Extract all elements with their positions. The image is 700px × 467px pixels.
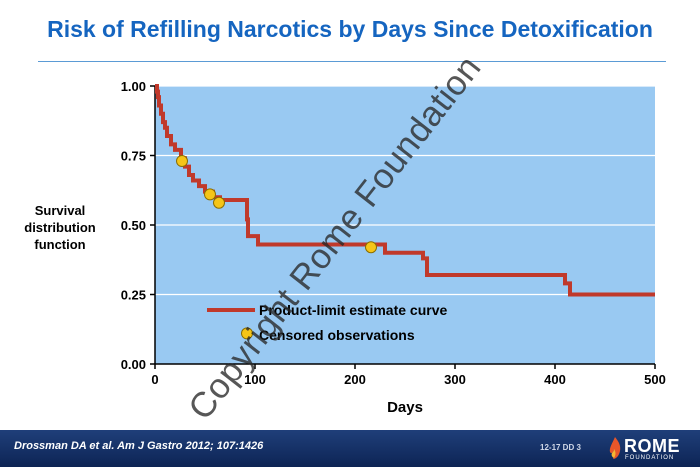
- y-tick-label: 0.50: [121, 218, 146, 233]
- censored-marker: [176, 155, 188, 168]
- x-tick-label: 0: [151, 372, 158, 387]
- y-tick-label: 0.75: [121, 149, 146, 164]
- legend: Product-limit estimate curve Censored ob…: [207, 302, 447, 343]
- x-tick-label: 100: [244, 372, 266, 387]
- survival-chart: 0.00 0.25 0.50 0.75 1.00 0 100 200 300 400 500 Pr…: [24, 79, 666, 416]
- y-tick-label: 0.00: [121, 357, 146, 372]
- censored-marker: [204, 188, 216, 201]
- rome-foundation-logo: ROME FOUNDATION: [608, 434, 698, 464]
- slide-title: Risk of Refilling Narcotics by Days Sinc…: [47, 16, 653, 42]
- product-limit-curve: [155, 84, 655, 297]
- x-tick-label: 300: [444, 372, 466, 387]
- censored-marker: [213, 196, 225, 209]
- logo-subtitle: FOUNDATION: [625, 455, 675, 461]
- x-tick-label: 400: [544, 372, 566, 387]
- y-axis-ticks: 0.00 0.25 0.50 0.75 1.00: [121, 79, 155, 372]
- x-axis-label: Days: [387, 399, 423, 416]
- y-tick-label: 1.00: [121, 79, 146, 94]
- footer-bar: Drossman DA et al. Am J Gastro 2012; 107…: [0, 430, 700, 467]
- censored-marker: [241, 327, 253, 340]
- x-tick-label: 500: [644, 372, 666, 387]
- censored-markers: [176, 155, 377, 340]
- citation-text: Drossman DA et al. Am J Gastro 2012; 107…: [14, 440, 264, 452]
- title-divider: [38, 61, 666, 62]
- flame-icon: [609, 437, 621, 459]
- y-axis-label-line-3: function: [34, 237, 85, 252]
- x-axis-ticks: 0 100 200 300 400 500: [151, 364, 666, 387]
- legend-label-curve: Product-limit estimate curve: [259, 302, 447, 318]
- y-axis-label-line-2: distribution: [24, 220, 96, 235]
- gridlines: [155, 85, 655, 296]
- logo-name: ROME: [624, 436, 680, 456]
- y-axis-label-line-1: Survival: [35, 203, 86, 218]
- x-tick-label: 200: [344, 372, 366, 387]
- legend-label-censored: Censored observations: [259, 327, 415, 343]
- slide-number: 12-17 DD 3: [540, 443, 581, 452]
- censored-marker: [365, 241, 377, 254]
- y-tick-label: 0.25: [121, 288, 146, 303]
